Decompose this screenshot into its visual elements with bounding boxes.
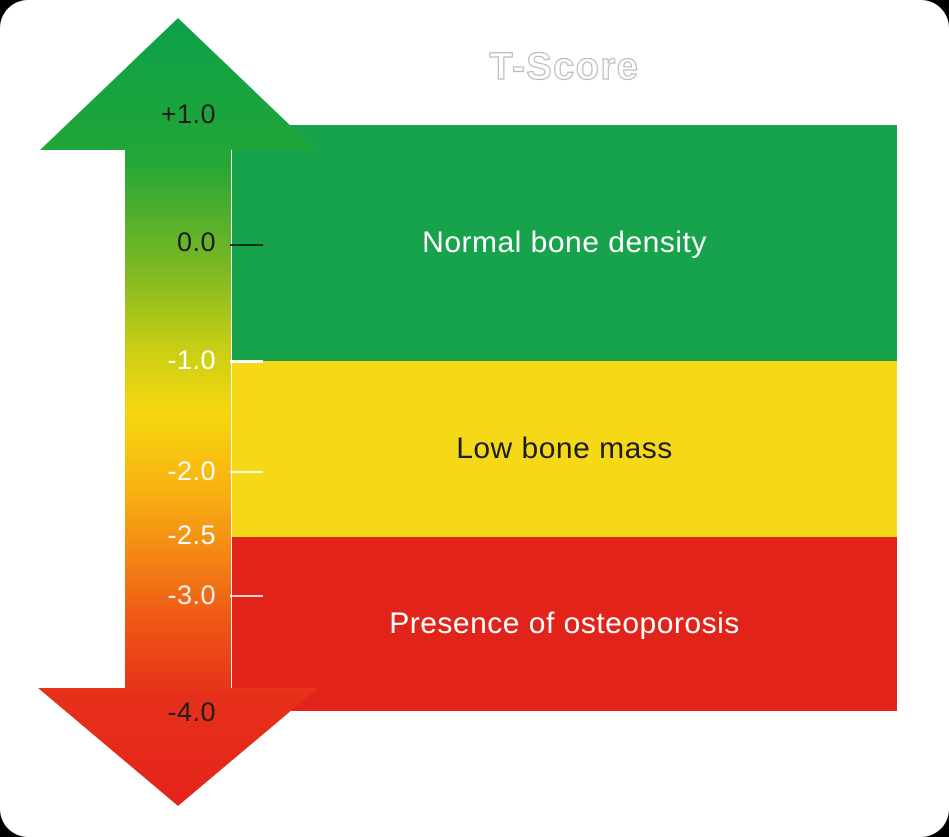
tick-0-0: [230, 244, 263, 246]
tick-minus-3-0: [230, 595, 263, 597]
scale-label-minus-1-0: -1.0: [167, 345, 216, 375]
band-label-osteoporosis: Presence of osteoporosis: [389, 607, 740, 640]
double-arrow-shape: [38, 18, 318, 806]
band-osteoporosis: Presence of osteoporosis: [232, 537, 897, 711]
scale-label-plus-1-0: +1.0: [160, 99, 216, 129]
scale-label-0-0: 0.0: [176, 227, 216, 257]
tick-minus-2-0: [230, 471, 263, 473]
tick-minus-1-0: [230, 360, 263, 363]
gradient-double-arrow-icon: [38, 18, 318, 806]
band-normal-bone-density: Normal bone density: [232, 125, 897, 361]
band-label-normal: Normal bone density: [422, 226, 707, 259]
band-label-low-bone-mass: Low bone mass: [456, 432, 673, 465]
chart-title: T-Score: [489, 45, 640, 88]
scale-label-minus-2-5: -2.5: [167, 520, 216, 550]
band-low-bone-mass: Low bone mass: [232, 361, 897, 537]
scale-label-minus-3-0: -3.0: [167, 580, 216, 610]
scale-label-minus-4-0: -4.0: [167, 697, 216, 727]
scale-label-minus-2-0: -2.0: [167, 456, 216, 486]
